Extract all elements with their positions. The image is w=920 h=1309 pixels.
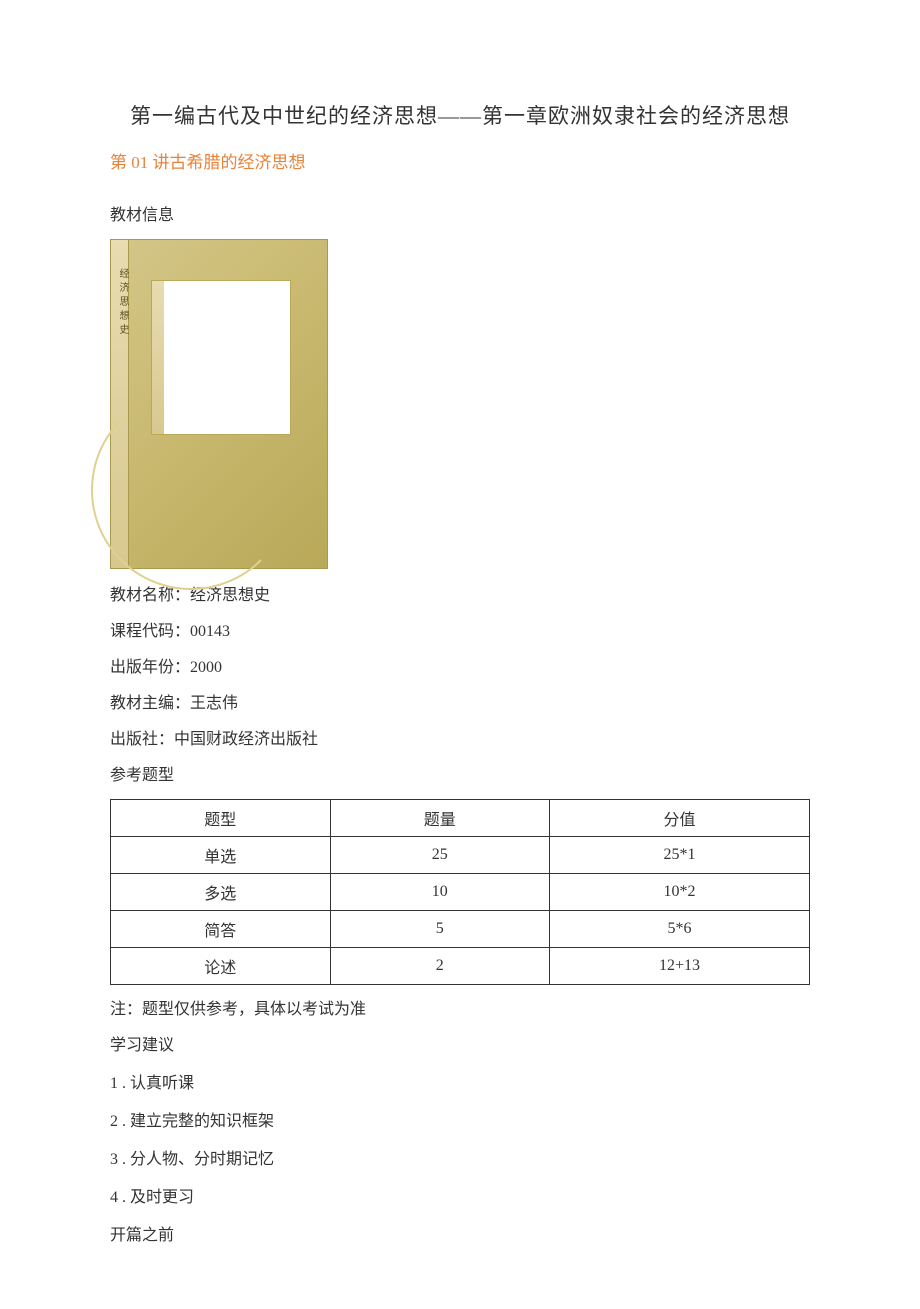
publication-year-value: 2000 [190, 659, 222, 676]
publisher: 出版社：中国财政经济出版社 [110, 725, 810, 749]
publication-year-label: 出版年份： [110, 659, 190, 676]
table-cell: 12+13 [550, 948, 810, 985]
chief-editor: 教材主编：王志伟 [110, 689, 810, 713]
book-cover-arc [91, 390, 291, 590]
study-advice-label: 学习建议 [110, 1031, 810, 1055]
table-cell: 25 [330, 837, 550, 874]
book-spine-text: 经济思想史 [115, 268, 130, 338]
table-note: 注：题型仅供参考，具体以考试为准 [110, 995, 810, 1019]
table-cell: 简答 [111, 911, 331, 948]
publisher-label: 出版社： [110, 731, 174, 748]
section-title: 第 01 讲古希腊的经济思想 [110, 148, 810, 173]
textbook-name-value: 经济思想史 [190, 587, 270, 604]
question-types-label: 参考题型 [110, 761, 810, 785]
table-cell: 10 [330, 874, 550, 911]
chief-editor-label: 教材主编： [110, 695, 190, 712]
table-cell: 5*6 [550, 911, 810, 948]
before-start-label: 开篇之前 [110, 1221, 810, 1245]
study-advice-item: 1 . 认真听课 [110, 1069, 810, 1093]
book-cover-image: 经济思想史 [110, 239, 328, 569]
table-row: 多选 10 10*2 [111, 874, 810, 911]
publisher-value: 中国财政经济出版社 [174, 731, 318, 748]
table-cell: 2 [330, 948, 550, 985]
table-header-cell: 题量 [330, 800, 550, 837]
course-code: 课程代码：00143 [110, 617, 810, 641]
study-advice-item: 4 . 及时更习 [110, 1183, 810, 1207]
publication-year: 出版年份：2000 [110, 653, 810, 677]
chief-editor-value: 王志伟 [190, 695, 238, 712]
table-cell: 25*1 [550, 837, 810, 874]
table-row: 单选 25 25*1 [111, 837, 810, 874]
table-row: 论述 2 12+13 [111, 948, 810, 985]
question-types-table: 题型 题量 分值 单选 25 25*1 多选 10 10*2 简答 5 5*6 [110, 799, 810, 985]
table-header-row: 题型 题量 分值 [111, 800, 810, 837]
main-title: 第一编古代及中世纪的经济思想——第一章欧洲奴隶社会的经济思想 [110, 100, 810, 130]
textbook-info-label: 教材信息 [110, 201, 810, 225]
table-cell: 单选 [111, 837, 331, 874]
textbook-name-label: 教材名称： [110, 587, 190, 604]
table-row: 简答 5 5*6 [111, 911, 810, 948]
table-header-cell: 题型 [111, 800, 331, 837]
table-cell: 10*2 [550, 874, 810, 911]
study-advice-item: 3 . 分人物、分时期记忆 [110, 1145, 810, 1169]
study-advice-item: 2 . 建立完整的知识框架 [110, 1107, 810, 1131]
table-cell: 论述 [111, 948, 331, 985]
table-cell: 多选 [111, 874, 331, 911]
table-header-cell: 分值 [550, 800, 810, 837]
course-code-label: 课程代码： [110, 623, 190, 640]
course-code-value: 00143 [190, 623, 230, 640]
table-cell: 5 [330, 911, 550, 948]
